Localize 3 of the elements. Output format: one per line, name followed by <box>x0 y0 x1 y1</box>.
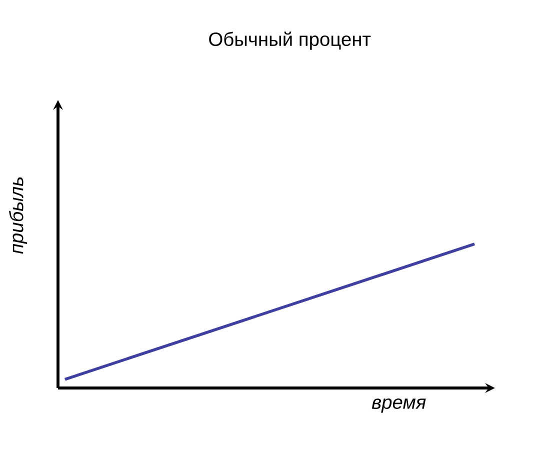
chart-title: Обычный процент <box>209 32 371 50</box>
x-axis-title: время <box>372 398 426 413</box>
y-axis-title: прибыль <box>9 177 28 254</box>
